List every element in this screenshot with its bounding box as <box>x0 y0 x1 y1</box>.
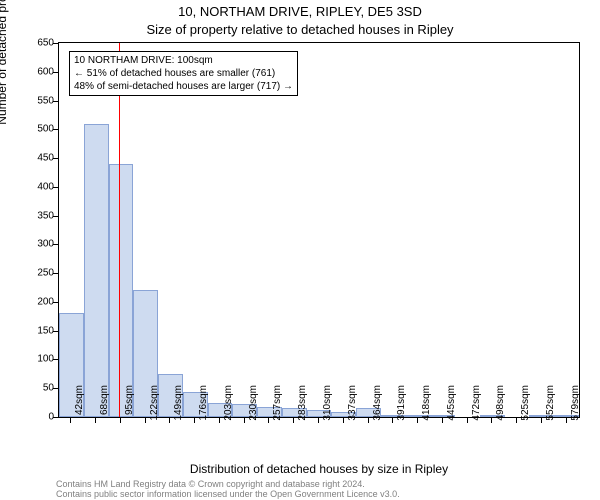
x-tick <box>95 418 96 423</box>
property-size-chart: 10, NORTHAM DRIVE, RIPLEY, DE5 3SD Size … <box>0 0 600 500</box>
chart-subtitle: Size of property relative to detached ho… <box>0 22 600 37</box>
x-tick <box>194 418 195 423</box>
x-tick-label: 445sqm <box>446 385 457 423</box>
x-tick <box>417 418 418 423</box>
y-tick-label: 600 <box>37 66 54 77</box>
y-tick <box>53 417 58 418</box>
footer-line-2: Contains public sector information licen… <box>56 490 400 500</box>
x-tick-label: 203sqm <box>223 385 234 423</box>
x-tick <box>169 418 170 423</box>
x-tick-label: 418sqm <box>421 385 432 423</box>
x-tick-label: 176sqm <box>198 385 209 423</box>
x-tick <box>120 418 121 423</box>
y-tick-label: 500 <box>37 124 54 135</box>
y-tick <box>53 187 58 188</box>
annotation-line: 48% of semi-detached houses are larger (… <box>74 80 293 93</box>
x-tick-label: 364sqm <box>372 385 383 423</box>
x-tick-label: 68sqm <box>99 385 110 423</box>
y-tick <box>53 158 58 159</box>
y-tick-label: 250 <box>37 268 54 279</box>
x-tick <box>516 418 517 423</box>
annotation-box: 10 NORTHAM DRIVE: 100sqm← 51% of detache… <box>69 51 298 96</box>
x-tick-label: 310sqm <box>322 385 333 423</box>
x-tick-label: 95sqm <box>124 385 135 423</box>
y-tick <box>53 129 58 130</box>
x-tick-label: 472sqm <box>471 385 482 423</box>
x-tick <box>442 418 443 423</box>
x-tick <box>318 418 319 423</box>
y-tick <box>53 273 58 274</box>
y-tick <box>53 216 58 217</box>
reference-line <box>119 43 120 417</box>
y-tick-label: 100 <box>37 354 54 365</box>
histogram-bar <box>109 164 134 417</box>
footer-attribution: Contains HM Land Registry data © Crown c… <box>56 480 400 500</box>
x-tick-label: 122sqm <box>149 385 160 423</box>
x-tick-label: 283sqm <box>297 385 308 423</box>
x-tick-label: 552sqm <box>545 385 556 423</box>
y-tick <box>53 72 58 73</box>
annotation-line: 10 NORTHAM DRIVE: 100sqm <box>74 54 293 67</box>
x-tick-label: 149sqm <box>173 385 184 423</box>
y-tick-label: 300 <box>37 239 54 250</box>
y-tick <box>53 331 58 332</box>
x-tick <box>566 418 567 423</box>
y-axis-label: Number of detached properties <box>0 0 9 230</box>
y-tick <box>53 302 58 303</box>
y-tick <box>53 43 58 44</box>
y-tick-label: 400 <box>37 181 54 192</box>
y-tick <box>53 359 58 360</box>
histogram-bar <box>84 124 109 417</box>
plot-area: 10 NORTHAM DRIVE: 100sqm← 51% of detache… <box>58 42 580 418</box>
y-tick-label: 550 <box>37 95 54 106</box>
annotation-line: ← 51% of detached houses are smaller (76… <box>74 67 293 80</box>
y-tick-label: 350 <box>37 210 54 221</box>
y-tick-label: 450 <box>37 153 54 164</box>
y-tick-label: 650 <box>37 38 54 49</box>
x-tick <box>244 418 245 423</box>
x-tick <box>491 418 492 423</box>
x-axis-label: Distribution of detached houses by size … <box>58 462 580 476</box>
x-tick-label: 391sqm <box>396 385 407 423</box>
x-tick-label: 257sqm <box>272 385 283 423</box>
y-tick <box>53 244 58 245</box>
y-tick <box>53 388 58 389</box>
y-tick <box>53 101 58 102</box>
y-tick-label: 150 <box>37 325 54 336</box>
x-tick <box>268 418 269 423</box>
x-tick-label: 498sqm <box>495 385 506 423</box>
x-tick-label: 525sqm <box>520 385 531 423</box>
x-tick <box>219 418 220 423</box>
x-tick <box>293 418 294 423</box>
x-tick-label: 42sqm <box>74 385 85 423</box>
x-tick <box>467 418 468 423</box>
x-tick <box>70 418 71 423</box>
x-tick <box>145 418 146 423</box>
x-tick-label: 579sqm <box>570 385 581 423</box>
x-tick <box>343 418 344 423</box>
x-tick-label: 230sqm <box>248 385 259 423</box>
x-tick-label: 337sqm <box>347 385 358 423</box>
x-tick <box>368 418 369 423</box>
x-tick <box>541 418 542 423</box>
y-tick-label: 200 <box>37 296 54 307</box>
chart-title: 10, NORTHAM DRIVE, RIPLEY, DE5 3SD <box>0 4 600 19</box>
x-tick <box>392 418 393 423</box>
